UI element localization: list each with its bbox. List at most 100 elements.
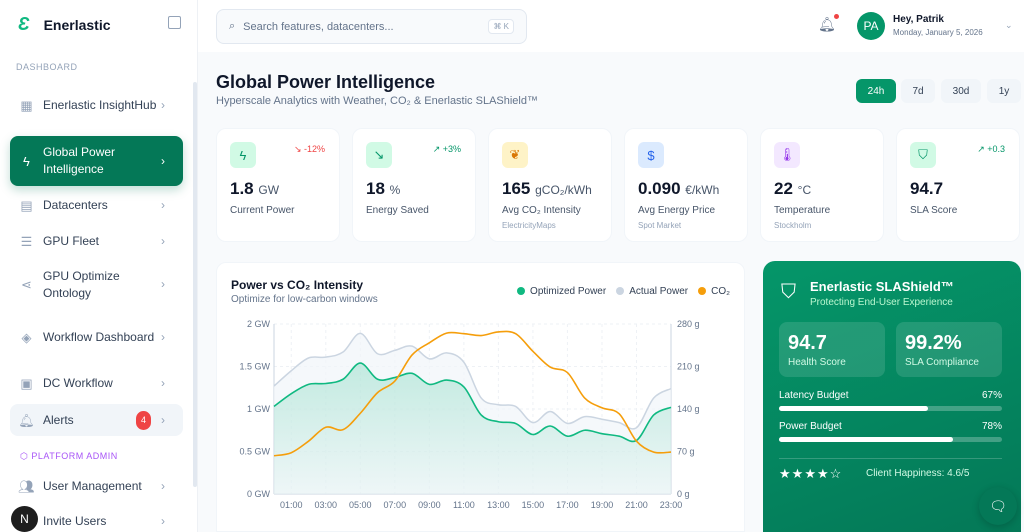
latency-budget-bar (779, 406, 1002, 411)
chevron-right-icon: › (161, 478, 165, 493)
x-tick-label: 19:00 (591, 500, 614, 510)
kpi-card-sla-score: ⛉ ↗ +0.3 94.7 SLA Score (896, 128, 1020, 242)
y-right-tick-label: 0 g (677, 489, 690, 499)
x-tick-label: 23:00 (660, 500, 683, 510)
sidebar-scrollbar[interactable] (193, 82, 197, 487)
logo[interactable]: Ɛ Enerlastic (18, 14, 111, 35)
sidebar-item-datacenters[interactable]: ▤ Datacenters › (10, 194, 183, 216)
chevron-right-icon: › (161, 197, 165, 212)
slashield-panel: ⛉ Enerlastic SLAShield™ Protecting End-U… (763, 261, 1021, 532)
thermometer-icon: 🌡 (774, 142, 800, 168)
y-left-tick-label: 0.5 GW (239, 447, 270, 457)
co2-line (273, 330, 672, 457)
kpi-card-current-power: ϟ ↘ -12% 1.8 GW Current Power (216, 128, 340, 242)
kpi-label: Current Power (230, 205, 295, 216)
section-dashboard: DASHBOARD (16, 62, 78, 72)
kpi-value: 1.8 GW (230, 179, 280, 198)
x-tick-label: 05:00 (349, 500, 372, 510)
calendar-icon: ▣ (20, 375, 33, 391)
kpi-value: 0.090 €/kWh (638, 179, 720, 198)
sidebar-item-alerts[interactable]: 🔔︎ Alerts 4 › (10, 404, 183, 436)
top-header: ⌕ Search features, datacenters... ⌘ K 🔔︎ P… (198, 0, 1024, 52)
bolt-icon: ϟ (230, 142, 256, 168)
current-date: Monday, January 5, 2026 (893, 28, 983, 37)
chart-subtitle: Optimize for low-carbon windows (231, 294, 378, 305)
x-tick-label: 01:00 (280, 500, 303, 510)
grid-icon: ▦ (20, 98, 33, 113)
search-icon: ⌕ (229, 20, 236, 32)
user-menu-chevron-icon[interactable]: ⌄ (1005, 20, 1013, 30)
legend-actual-power[interactable]: Actual Power (616, 286, 688, 297)
shield-icon: ⛉ (910, 142, 936, 168)
kpi-card-temperature: 🌡 22 °C Temperature Stockholm (760, 128, 884, 242)
x-tick-label: 03:00 (315, 500, 338, 510)
chevron-right-icon: › (161, 330, 165, 344)
range-1y-button[interactable]: 1y (987, 79, 1021, 103)
slashield-title: Enerlastic SLAShield™ (810, 279, 954, 294)
leaf-icon: ❦ (502, 142, 528, 168)
kpi-trend: ↗ +0.3 (977, 144, 1005, 154)
bell-icon: 🔔︎ (18, 412, 35, 428)
greeting: Hey, Patrik (893, 14, 944, 25)
floating-n-button[interactable]: N (11, 506, 38, 532)
sidebar-item-gpu-optimize-ontology[interactable]: ⋖ GPU Optimize Ontology › (10, 267, 183, 302)
range-7d-button[interactable]: 7d (901, 79, 935, 103)
x-tick-label: 15:00 (522, 500, 545, 510)
chevron-right-icon: › (161, 277, 165, 291)
page-subtitle: Hyperscale Analytics with Weather, CO₂ &… (216, 95, 538, 107)
kpi-card-avg-co-intensity: ❦ 165 gCO₂/kWh Avg CO₂ Intensity Electri… (488, 128, 612, 242)
power-budget-bar (779, 437, 1002, 442)
range-24h-button[interactable]: 24h (856, 79, 896, 103)
divider (779, 458, 1002, 459)
sidebar-item-dc-workflow[interactable]: ▣ DC Workflow › (10, 372, 183, 394)
kpi-source: Stockholm (774, 221, 812, 230)
star-filled-icon: ★ (804, 466, 817, 481)
share-icon: ⋖ (21, 277, 32, 292)
shortcut-hint: ⌘ K (488, 19, 514, 34)
collapse-sidebar-icon[interactable] (168, 16, 181, 29)
client-happiness: Client Happiness: 4.6/5 (866, 468, 970, 479)
search-input[interactable]: ⌕ Search features, datacenters... ⌘ K (216, 9, 527, 44)
y-left-tick-label: 1.5 GW (239, 362, 270, 372)
legend-optimized-power[interactable]: Optimized Power (517, 286, 606, 297)
y-left-tick-label: 1 GW (247, 404, 271, 414)
chat-icon[interactable]: 🗨︎ (979, 487, 1017, 525)
notifications-bell-icon[interactable]: 🔔︎ (818, 14, 839, 33)
sidebar-item-enerlastic-insighthub[interactable]: ▦ Enerlastic InsightHub › (10, 88, 183, 123)
power-budget: Power Budget 78% (779, 421, 1002, 442)
kpi-label: Avg Energy Price (638, 205, 716, 216)
notification-dot (833, 14, 839, 19)
sidebar-item-user-management[interactable]: 👥︎ User Management › (10, 475, 183, 497)
x-tick-label: 07:00 (384, 500, 407, 510)
chart-title: Power vs CO₂ Intensity (231, 278, 364, 292)
x-tick-label: 13:00 (487, 500, 510, 510)
x-tick-label: 09:00 (418, 500, 441, 510)
kpi-label: SLA Score (910, 205, 958, 216)
bolt-icon: ϟ (23, 153, 30, 169)
avatar[interactable]: PA (857, 12, 885, 40)
chevron-right-icon: › (161, 233, 165, 248)
x-tick-label: 17:00 (556, 500, 579, 510)
legend-co2[interactable]: CO₂ (698, 286, 730, 297)
building-icon: ▤ (20, 197, 33, 213)
y-right-tick-label: 70 g (677, 447, 695, 457)
y-right-tick-label: 140 g (677, 404, 700, 414)
rating-stars: ★★★★☆ (779, 466, 842, 482)
shield-icon: ⛉ (781, 281, 796, 303)
dollar-icon: $ (638, 142, 664, 168)
section-platform-admin: ⬡ PLATFORM ADMIN (20, 451, 118, 461)
sidebar-item-gpu-fleet[interactable]: ☰ GPU Fleet › (10, 230, 183, 252)
kpi-value: 18 % (366, 179, 401, 198)
kpi-trend: ↗ +3% (432, 144, 461, 154)
chevron-right-icon: › (161, 153, 165, 168)
chevron-right-icon: › (161, 98, 165, 112)
x-tick-label: 21:00 (625, 500, 648, 510)
chevron-right-icon: › (161, 514, 165, 528)
trend-down-icon: ↘ (366, 142, 392, 168)
star-empty-icon: ☆ (829, 466, 843, 481)
range-30d-button[interactable]: 30d (941, 79, 981, 103)
sidebar-item-workflow-dashboard[interactable]: ◈ Workflow Dashboard › (10, 320, 183, 355)
sidebar: Ɛ Enerlastic DASHBOARD ▦ Enerlastic Insigh… (0, 0, 198, 532)
sidebar-item-global-power-intelligence[interactable]: ϟ Global Power Intelligence › (10, 136, 183, 186)
logo-icon: Ɛ (18, 14, 30, 34)
